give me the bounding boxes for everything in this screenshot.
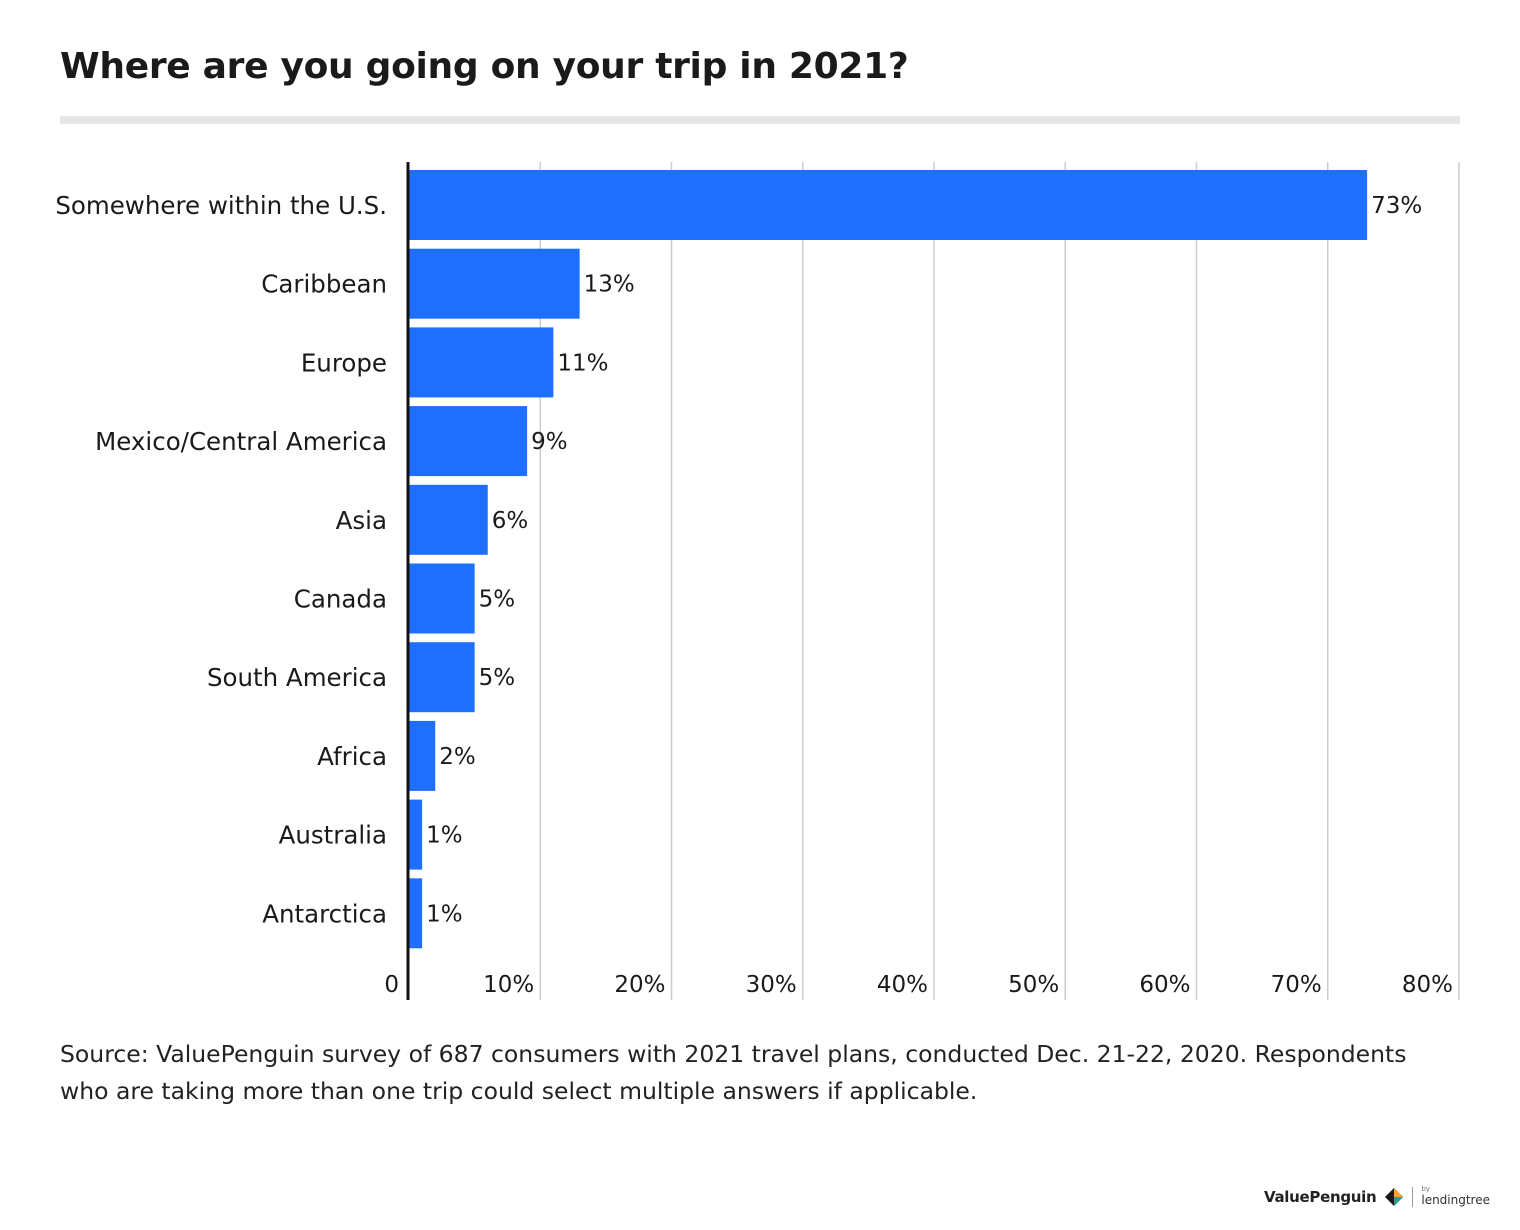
bar: [409, 563, 475, 634]
x-tick-label: 10%: [483, 972, 534, 998]
diamond-logo-icon: [1385, 1187, 1404, 1206]
brand-separator: [1412, 1186, 1414, 1207]
x-tick-label: 20%: [614, 972, 665, 998]
category-label: Somewhere within the U.S.: [55, 191, 387, 220]
category-label: Caribbean: [261, 270, 387, 299]
data-label: 6%: [492, 508, 529, 534]
data-label: 9%: [531, 429, 568, 455]
category-label: Africa: [317, 742, 387, 771]
x-tick-label: 60%: [1139, 972, 1190, 998]
bar: [409, 170, 1368, 240]
x-tick-label: 50%: [1008, 972, 1059, 998]
brand-name: ValuePenguin: [1263, 1187, 1377, 1206]
bar: [409, 406, 528, 477]
bar: [409, 248, 580, 319]
bar: [409, 720, 436, 791]
category-label: Canada: [294, 585, 387, 614]
data-label: 11%: [557, 350, 608, 376]
bar: [409, 484, 488, 555]
partner-logo: by lendingtree: [1421, 1185, 1490, 1208]
category-label: South America: [207, 663, 387, 692]
x-tick-label: 0: [384, 972, 399, 998]
bar: [409, 799, 423, 870]
data-labels: 73% 13% 11% 9% 6% 5% 5% 2% 1% 1%: [426, 193, 1422, 927]
partner-name: lendingtree: [1421, 1193, 1490, 1207]
category-label: Australia: [279, 821, 387, 850]
data-label: 1%: [426, 823, 463, 849]
category-label: Mexico/Central America: [95, 427, 387, 456]
x-tick-label: 40%: [877, 972, 928, 998]
data-label: 5%: [479, 665, 516, 691]
bars: [409, 170, 1368, 949]
partner-by: by: [1421, 1185, 1430, 1193]
category-labels: Somewhere within the U.S. Caribbean Europe…: [55, 191, 387, 928]
data-label: 5%: [479, 587, 516, 613]
category-label: Europe: [301, 348, 387, 377]
bar: [409, 878, 423, 949]
title-divider: [60, 116, 1460, 124]
bar-chart: 73% 13% 11% 9% 6% 5% 5% 2% 1% 1% Somewhere within…: [55, 162, 1460, 1000]
grid-lines: [539, 162, 1460, 1000]
x-tick-label: 80%: [1402, 972, 1453, 998]
source-note: Source: ValuePenguin survey of 687 consu…: [60, 1040, 1407, 1105]
x-tick-label: 70%: [1271, 972, 1322, 998]
data-label: 1%: [426, 901, 463, 927]
brand-logo: ValuePenguin by lendingtree: [1263, 1185, 1490, 1208]
category-label: Asia: [336, 506, 387, 535]
data-label: 13%: [584, 272, 635, 298]
x-tick-label: 30%: [746, 972, 797, 998]
category-label: Antarctica: [262, 899, 387, 928]
data-label: 73%: [1371, 193, 1422, 219]
chart-title: Where are you going on your trip in 2021…: [60, 46, 909, 87]
bar: [409, 642, 475, 713]
x-tick-labels: 0 10% 20% 30% 40% 50% 60% 70% 80%: [384, 972, 1453, 998]
data-label: 2%: [439, 744, 476, 770]
bar: [409, 327, 554, 398]
